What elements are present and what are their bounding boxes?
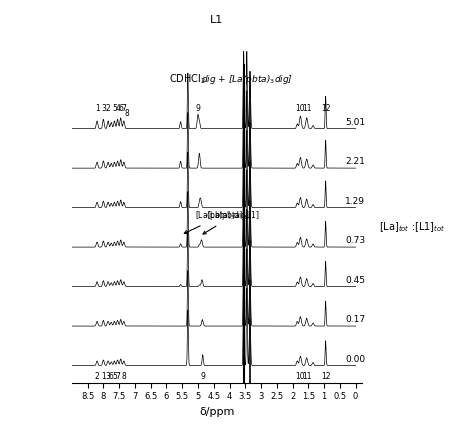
- Text: 5: 5: [112, 104, 117, 113]
- Text: 1: 1: [101, 372, 106, 381]
- Text: 10: 10: [296, 104, 305, 113]
- Text: 12: 12: [321, 104, 330, 113]
- X-axis label: δ/ppm: δ/ppm: [199, 407, 235, 417]
- Text: 1: 1: [95, 104, 100, 113]
- Text: 2: 2: [106, 104, 110, 113]
- Text: 11: 11: [302, 372, 311, 381]
- Text: 3: 3: [101, 104, 106, 113]
- Text: 0.73: 0.73: [345, 236, 365, 245]
- Text: 0.17: 0.17: [345, 315, 365, 324]
- Text: 0.45: 0.45: [345, 276, 365, 285]
- Text: 6: 6: [109, 372, 114, 381]
- Text: dig + [La(pbta)$_3$dig]: dig + [La(pbta)$_3$dig]: [201, 73, 293, 86]
- Title: L1: L1: [210, 15, 224, 25]
- Text: 2.21: 2.21: [345, 157, 365, 166]
- Text: 5: 5: [112, 372, 117, 381]
- Text: 8: 8: [121, 372, 126, 381]
- Text: 7: 7: [115, 372, 120, 381]
- Text: 0.00: 0.00: [345, 355, 365, 364]
- Text: 5.01: 5.01: [345, 118, 365, 127]
- Text: 4: 4: [115, 104, 120, 113]
- Text: 7: 7: [121, 104, 127, 113]
- Text: 1.29: 1.29: [345, 197, 365, 206]
- Text: 10: 10: [296, 372, 305, 381]
- Text: [La(pbta)$_3$dig]: [La(pbta)$_3$dig]: [184, 209, 250, 233]
- Text: CDHCl$_2$: CDHCl$_2$: [170, 72, 206, 86]
- Text: 6: 6: [118, 104, 123, 113]
- Text: 3: 3: [106, 372, 110, 381]
- Text: 12: 12: [321, 372, 330, 381]
- Text: 2: 2: [95, 372, 100, 381]
- Text: 8: 8: [125, 109, 129, 118]
- Text: 11: 11: [302, 104, 311, 113]
- Text: [La]$_{tot}$ :[L1]$_{tot}$: [La]$_{tot}$ :[L1]$_{tot}$: [379, 220, 446, 234]
- Text: 9: 9: [196, 104, 201, 113]
- Text: 9: 9: [201, 372, 205, 381]
- Text: [La(pbta)$_3$L1]: [La(pbta)$_3$L1]: [203, 209, 260, 234]
